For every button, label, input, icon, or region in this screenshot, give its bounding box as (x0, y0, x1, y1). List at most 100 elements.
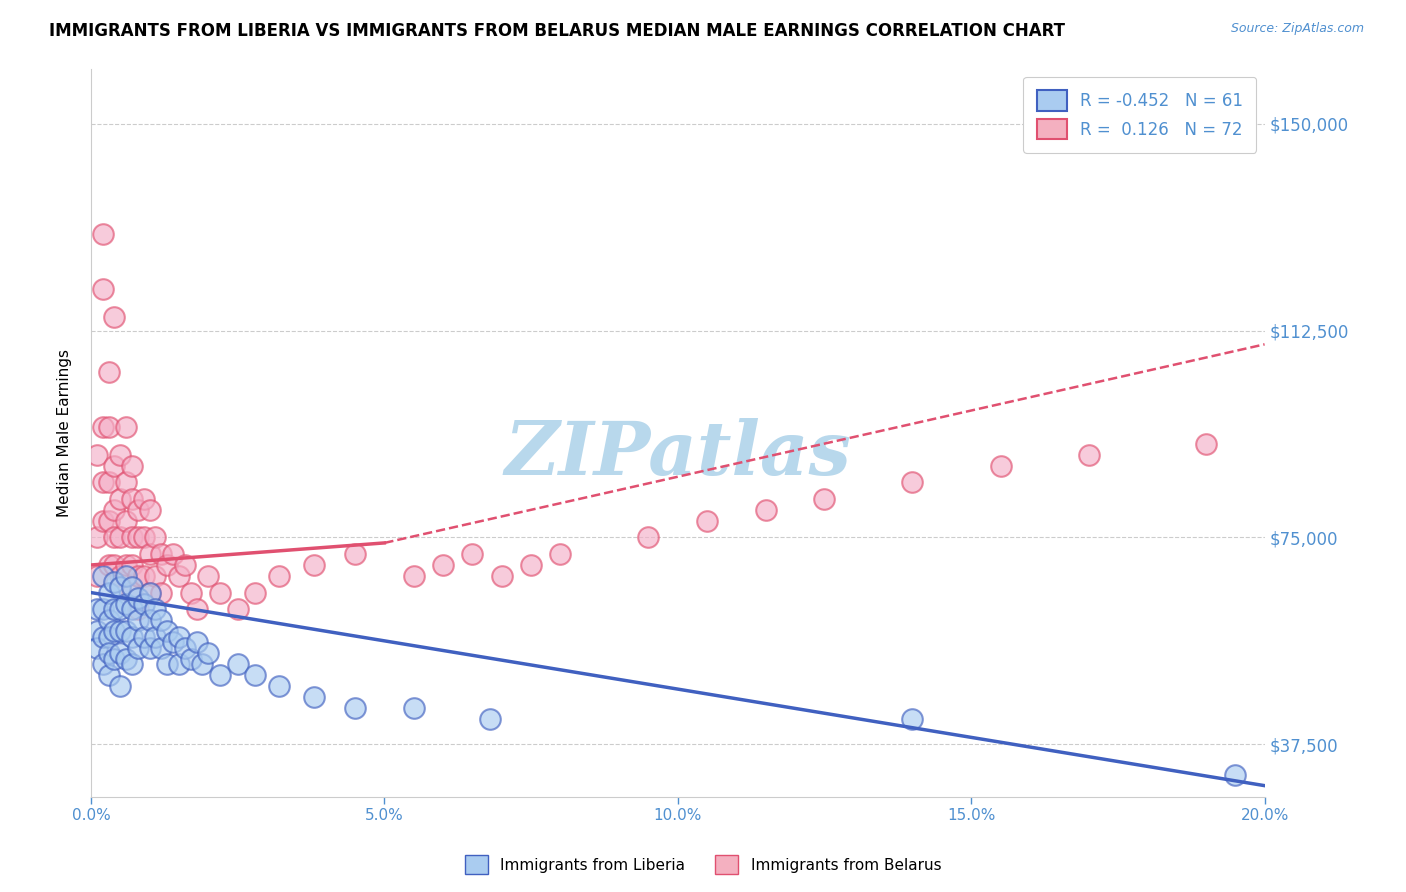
Legend: R = -0.452   N = 61, R =  0.126   N = 72: R = -0.452 N = 61, R = 0.126 N = 72 (1024, 77, 1256, 153)
Point (132, 530, 155, 544)
Point (127, 591, 149, 606)
Text: Source: ZipAtlas.com: Source: ZipAtlas.com (1230, 22, 1364, 36)
Point (127, 602, 149, 616)
Point (103, 530, 125, 544)
Point (162, 547, 184, 561)
Point (180, 652, 202, 666)
Point (115, 420, 138, 434)
Point (103, 310, 125, 324)
Point (91, 630, 114, 644)
Point (245, 585, 267, 599)
Point (97, 475, 120, 490)
Point (901, 713, 924, 727)
Point (191, 657, 214, 672)
Point (97, 514, 120, 528)
Point (91, 657, 114, 672)
Point (343, 547, 366, 561)
Point (138, 613, 160, 627)
Point (91, 602, 114, 616)
Point (121, 602, 143, 616)
Point (156, 657, 179, 672)
Point (91, 514, 114, 528)
Point (156, 558, 179, 572)
Point (1225, 767, 1247, 781)
Point (813, 491, 835, 506)
Point (115, 597, 138, 611)
Point (86, 448, 108, 462)
Point (110, 491, 132, 506)
Point (696, 514, 718, 528)
Point (226, 602, 249, 616)
Point (343, 701, 366, 715)
Point (121, 585, 143, 599)
Point (103, 624, 125, 639)
Point (115, 475, 138, 490)
Point (115, 624, 138, 639)
Point (1195, 436, 1218, 450)
Point (197, 569, 219, 583)
Point (1077, 448, 1099, 462)
Point (132, 630, 155, 644)
Point (115, 558, 138, 572)
Point (156, 624, 179, 639)
Point (267, 569, 290, 583)
Point (145, 530, 167, 544)
Point (180, 585, 202, 599)
Point (103, 503, 125, 517)
Point (121, 630, 143, 644)
Point (110, 448, 132, 462)
Point (173, 640, 195, 655)
Point (91, 475, 114, 490)
Point (110, 580, 132, 594)
Point (197, 646, 219, 660)
Point (127, 569, 149, 583)
Point (990, 458, 1012, 473)
Point (150, 613, 173, 627)
Point (97, 646, 120, 660)
Point (186, 602, 208, 616)
Point (138, 547, 160, 561)
Point (145, 630, 167, 644)
Point (121, 558, 143, 572)
Point (115, 652, 138, 666)
Point (115, 569, 138, 583)
Point (86, 602, 108, 616)
Point (110, 569, 132, 583)
Point (110, 530, 132, 544)
Point (91, 227, 114, 241)
Point (86, 624, 108, 639)
Point (402, 701, 425, 715)
Point (121, 580, 143, 594)
Point (103, 458, 125, 473)
Point (110, 679, 132, 693)
Point (103, 558, 125, 572)
Point (461, 547, 484, 561)
Point (97, 668, 120, 682)
Point (97, 420, 120, 434)
Point (121, 657, 143, 672)
Point (86, 640, 108, 655)
Point (402, 569, 425, 583)
Point (901, 475, 924, 490)
Point (302, 558, 325, 572)
Point (226, 657, 249, 672)
Point (208, 585, 231, 599)
Point (491, 569, 513, 583)
Point (186, 635, 208, 649)
Point (302, 690, 325, 705)
Point (97, 365, 120, 379)
Point (208, 668, 231, 682)
Point (97, 585, 120, 599)
Point (150, 585, 173, 599)
Point (167, 569, 190, 583)
Point (97, 630, 120, 644)
Point (167, 657, 190, 672)
Point (97, 558, 120, 572)
Point (86, 530, 108, 544)
Point (110, 624, 132, 639)
Point (520, 558, 543, 572)
Point (755, 503, 778, 517)
Point (110, 646, 132, 660)
Point (245, 668, 267, 682)
Point (145, 602, 167, 616)
